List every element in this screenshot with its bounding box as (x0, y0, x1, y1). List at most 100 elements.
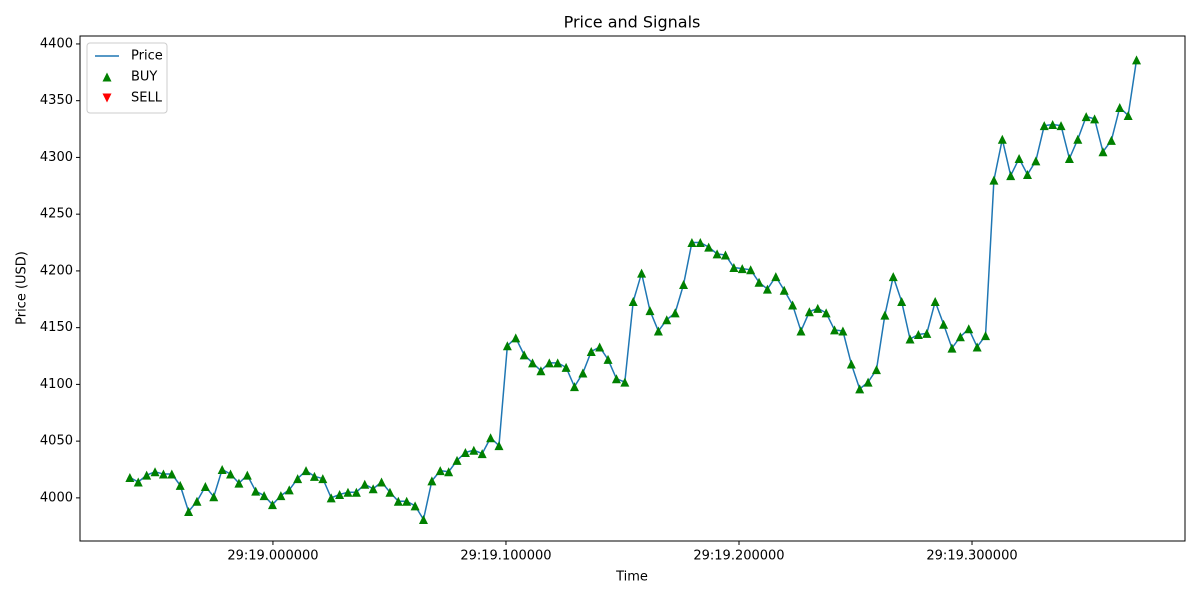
signal-marker (930, 297, 940, 307)
signal-marker (871, 365, 881, 375)
chart-title: Price and Signals (564, 13, 701, 32)
signal-marker (586, 346, 596, 356)
signal-marker (377, 477, 387, 487)
signal-marker (309, 471, 319, 481)
signal-marker (536, 366, 546, 376)
signal-marker (469, 445, 479, 455)
signal-marker (922, 328, 932, 338)
signal-marker (150, 467, 160, 477)
y-tick-label: 4250 (40, 207, 73, 222)
signal-marker (578, 368, 588, 378)
signal-marker (762, 284, 772, 294)
signal-marker (704, 242, 714, 252)
legend-label: BUY (131, 70, 157, 85)
signal-marker (1106, 135, 1116, 145)
signal-marker (1031, 156, 1041, 166)
signal-marker (251, 486, 261, 496)
signal-marker (838, 326, 848, 336)
legend-label: SELL (131, 91, 163, 106)
signal-marker (343, 487, 353, 497)
signal-marker (393, 496, 403, 506)
signal-marker (569, 382, 579, 392)
signal-marker (226, 469, 236, 479)
signal-marker (863, 377, 873, 387)
signal-marker (955, 332, 965, 342)
signal-marker (267, 500, 277, 510)
x-tick-label: 29:19.200000 (693, 549, 784, 564)
signal-marker (1056, 121, 1066, 131)
legend-swatch (102, 93, 112, 103)
signal-marker (687, 238, 697, 248)
signal-marker (301, 466, 311, 476)
signal-marker (813, 303, 823, 313)
signal-marker (603, 354, 613, 364)
signal-marker (695, 238, 705, 248)
signal-marker (989, 175, 999, 185)
signal-marker (771, 272, 781, 282)
signal-marker (1090, 114, 1100, 124)
signal-marker (335, 489, 345, 499)
signal-marker (653, 326, 663, 336)
signal-marker (200, 482, 210, 492)
y-tick-label: 4400 (40, 36, 73, 51)
signal-marker (494, 441, 504, 451)
signal-marker (628, 297, 638, 307)
signal-marker (830, 325, 840, 335)
signal-marker (175, 480, 185, 490)
signal-marker (821, 308, 831, 318)
signal-marker (964, 324, 974, 334)
signal-marker (502, 341, 512, 351)
signal-marker (1064, 154, 1074, 164)
signal-marker (142, 470, 152, 480)
signal-marker (913, 329, 923, 339)
signal-marker (293, 474, 303, 484)
signal-marker (939, 319, 949, 329)
signal-marker (553, 358, 563, 368)
y-tick-label: 4100 (40, 377, 73, 392)
legend-swatch (102, 72, 112, 82)
legend-label: Price (131, 49, 163, 64)
signal-marker (158, 469, 168, 479)
signal-marker (947, 343, 957, 353)
signal-marker (1039, 121, 1049, 131)
signal-marker (972, 342, 982, 352)
signal-marker (234, 478, 244, 488)
signal-marker (779, 285, 789, 295)
signal-marker (720, 250, 730, 260)
signal-marker (318, 474, 328, 484)
y-tick-label: 4050 (40, 434, 73, 449)
signal-marker (217, 465, 227, 475)
signal-marker (620, 377, 630, 387)
x-axis-label: Time (615, 570, 648, 585)
signal-marker (712, 249, 722, 259)
signal-marker (418, 514, 428, 524)
signal-marker (1081, 112, 1091, 122)
signal-marker (905, 334, 915, 344)
signal-marker (192, 496, 202, 506)
signal-marker (997, 134, 1007, 144)
signal-marker (209, 492, 219, 502)
signal-marker (385, 487, 395, 497)
signal-marker (1022, 169, 1032, 179)
plot-frame (79, 35, 1186, 542)
signal-marker (544, 358, 554, 368)
signal-marker (486, 433, 496, 443)
signal-marker (1098, 147, 1108, 157)
signal-marker (637, 268, 647, 278)
signal-marker (754, 277, 764, 287)
signal-marker (981, 331, 991, 341)
signal-marker (125, 472, 135, 482)
signal-marker (611, 374, 621, 384)
signal-marker (729, 263, 739, 273)
signal-marker (133, 477, 143, 487)
signal-marker (259, 491, 269, 501)
y-tick-label: 4200 (40, 263, 73, 278)
signal-marker (519, 350, 529, 360)
signal-marker (880, 310, 890, 320)
signal-marker (1123, 110, 1133, 120)
signal-marker (788, 300, 798, 310)
signal-marker (1115, 102, 1125, 112)
signal-marker (326, 493, 336, 503)
signal-marker (670, 308, 680, 318)
